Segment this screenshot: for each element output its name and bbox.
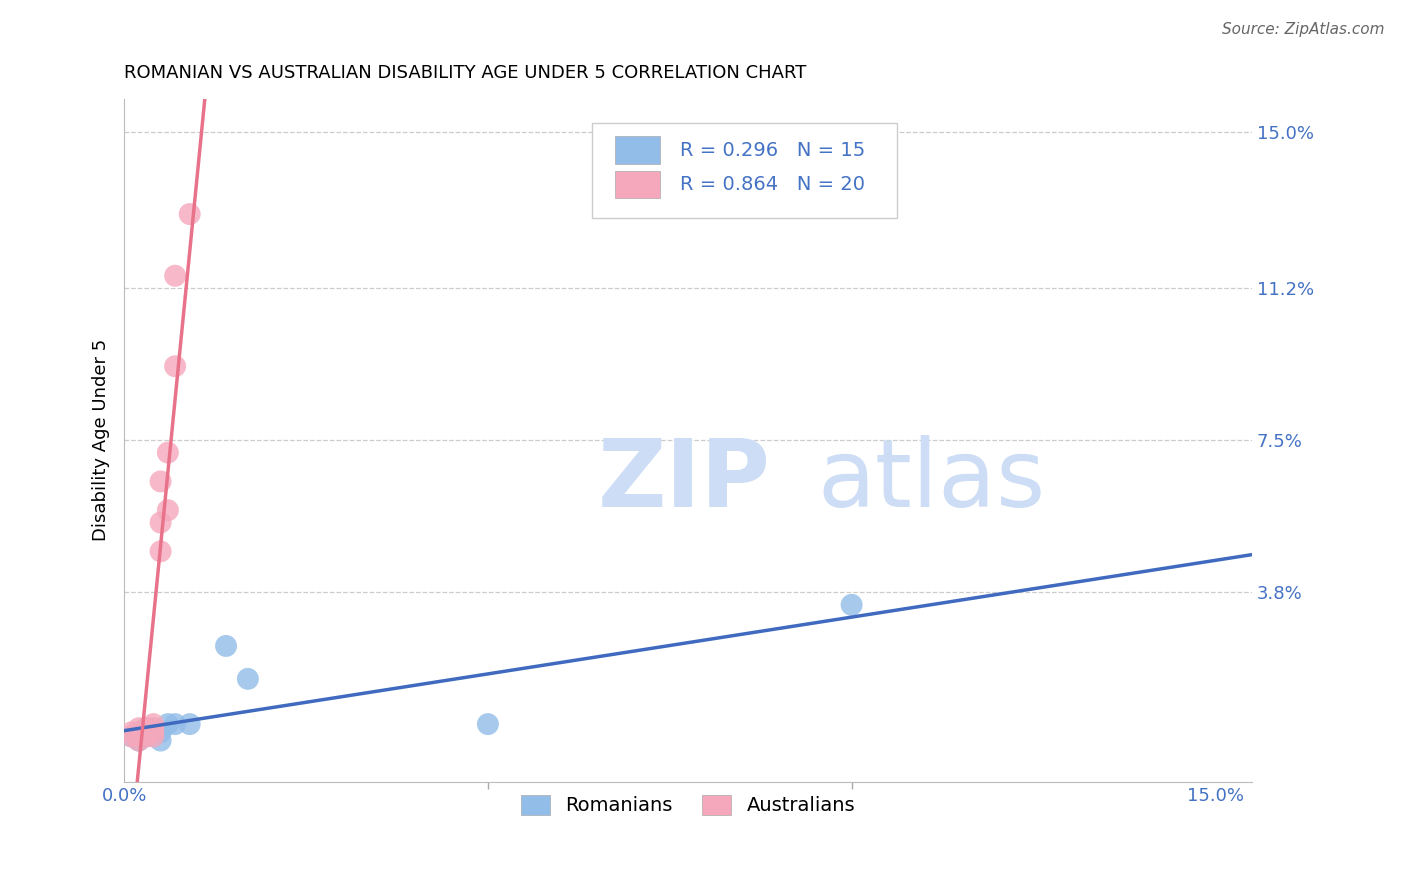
Point [128, 733, 150, 747]
FancyBboxPatch shape [614, 136, 659, 164]
Point [142, 721, 165, 735]
Point [142, 730, 165, 744]
Point [121, 730, 143, 744]
Point [841, 598, 863, 612]
Point [128, 721, 150, 735]
Point [149, 475, 172, 489]
Point [179, 717, 201, 731]
Point [135, 730, 157, 744]
Point [128, 725, 150, 739]
Point [135, 725, 157, 739]
Point [165, 268, 187, 283]
Point [215, 639, 238, 653]
Point [128, 733, 150, 747]
FancyBboxPatch shape [592, 123, 897, 219]
Point [165, 717, 187, 731]
Point [142, 721, 165, 735]
Point [149, 725, 172, 739]
Text: R = 0.296   N = 15: R = 0.296 N = 15 [681, 141, 865, 160]
Point [165, 359, 187, 374]
Point [156, 445, 179, 459]
Point [135, 721, 157, 735]
Y-axis label: Disability Age Under 5: Disability Age Under 5 [93, 339, 110, 541]
Text: ROMANIAN VS AUSTRALIAN DISABILITY AGE UNDER 5 CORRELATION CHART: ROMANIAN VS AUSTRALIAN DISABILITY AGE UN… [124, 64, 807, 82]
Point [156, 717, 179, 731]
FancyBboxPatch shape [614, 170, 659, 198]
Text: R = 0.864   N = 20: R = 0.864 N = 20 [681, 175, 865, 194]
Point [236, 672, 259, 686]
Point [128, 730, 150, 744]
Point [121, 730, 143, 744]
Text: Source: ZipAtlas.com: Source: ZipAtlas.com [1222, 22, 1385, 37]
Point [121, 725, 143, 739]
Point [149, 733, 172, 747]
Point [135, 730, 157, 744]
Legend: Romanians, Australians: Romanians, Australians [513, 787, 863, 823]
Point [149, 516, 172, 530]
Text: ZIP: ZIP [598, 435, 770, 527]
Point [179, 207, 201, 221]
Point [135, 721, 157, 735]
Point [477, 717, 499, 731]
Text: atlas: atlas [818, 435, 1046, 527]
Point [142, 717, 165, 731]
Point [149, 544, 172, 558]
Point [156, 503, 179, 517]
Point [142, 725, 165, 739]
